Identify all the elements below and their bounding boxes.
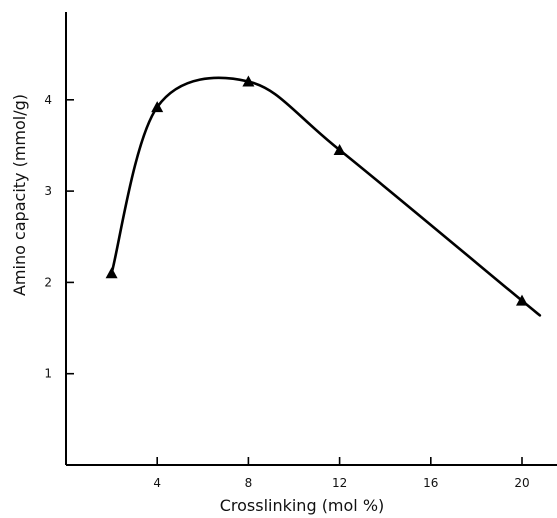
x-tick-label: 12 [332,476,347,490]
data-point-marker [105,267,118,279]
y-tick-label: 1 [44,367,52,381]
y-tick-label: 3 [44,184,52,198]
axes [65,12,557,466]
y-tick-label: 4 [44,93,52,107]
data-point-marker [516,294,528,306]
x-tick-label: 8 [245,476,253,490]
markers [105,75,528,306]
x-tick-label: 4 [153,476,161,490]
x-axis-label: Crosslinking (mol %) [220,496,385,515]
data-point-marker [151,101,164,113]
x-tick-label: 16 [423,476,438,490]
data-curve [110,76,542,317]
x-tick-label: 20 [514,476,529,490]
data-point-marker [242,75,255,87]
data-point-marker [333,144,346,156]
y-tick-label: 2 [44,275,52,289]
y-axis-label: Amino capacity (mmol/g) [10,94,29,296]
